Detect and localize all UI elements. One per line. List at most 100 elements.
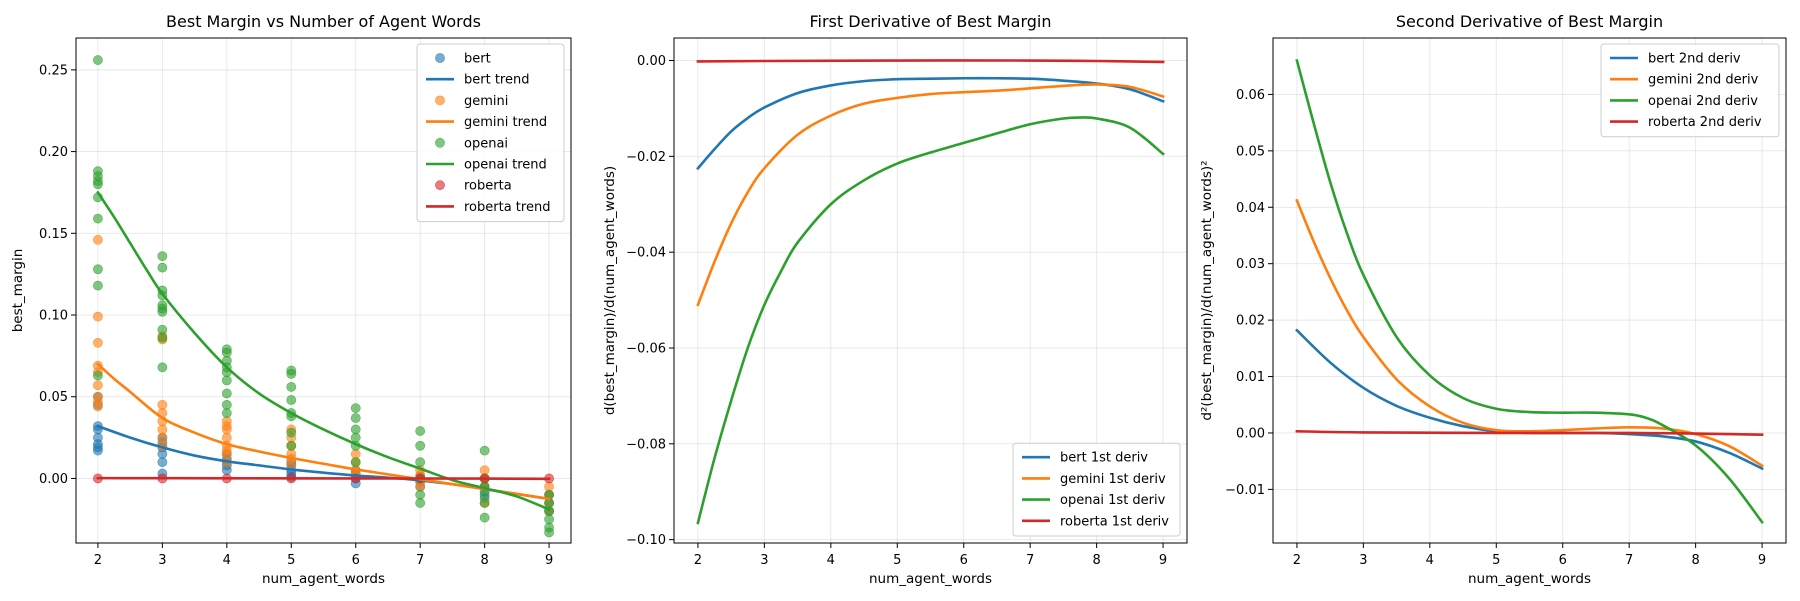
legend-label-3: roberta 2nd deriv [1648, 115, 1762, 130]
y-tick-label-4: 0.03 [1236, 257, 1265, 272]
point-openai-36 [286, 440, 297, 451]
y-tick-label-2: −0.04 [626, 246, 666, 261]
x-tick-label-7: 9 [545, 553, 553, 568]
point-openai-35 [286, 427, 297, 438]
point-openai-27 [221, 400, 232, 410]
point-gemini-31 [350, 449, 361, 459]
point-openai-42 [350, 457, 361, 468]
y-tick-label-1: 0.00 [1236, 426, 1265, 441]
point-openai-49 [479, 445, 490, 456]
y-tick-label-3: −0.06 [626, 341, 666, 356]
x-tick-label-1: 3 [760, 553, 768, 568]
y-axis-label: d(best_margin)/d(num_agent_words) [602, 166, 618, 415]
axes-frame [75, 37, 572, 544]
line-roberta-1st-deriv [696, 59, 1165, 64]
x-tick-label-4: 6 [352, 553, 360, 568]
x-tick-label-2: 4 [1426, 553, 1434, 568]
x-tick-label-3: 5 [1492, 553, 1500, 568]
legend-label-2: gemini [464, 94, 508, 109]
x-tick-label-4: 6 [960, 553, 968, 568]
y-tick-label-4: 0.20 [39, 145, 68, 160]
legend-label-3: gemini trend [464, 115, 547, 130]
y-tick-label-5: 0.25 [39, 63, 68, 78]
chart-title: First Derivative of Best Margin [809, 12, 1051, 31]
point-openai-54 [479, 512, 490, 523]
point-openai-10 [157, 251, 168, 262]
line-bert-1st-deriv [696, 76, 1165, 171]
y-tick-label-2: 0.01 [1236, 370, 1265, 385]
legend-box [1600, 43, 1780, 138]
legend-label-1: gemini 1st deriv [1060, 472, 1166, 487]
axes-frame [673, 37, 1188, 544]
point-openai-4 [93, 179, 103, 190]
legend-label-7: roberta trend [464, 200, 550, 215]
legend-box [1012, 442, 1181, 537]
line-roberta-2nd-deriv [1295, 429, 1764, 436]
legend-marker-2 [435, 95, 445, 106]
legend-label-2: openai 1st deriv [1060, 493, 1166, 508]
legend-label-2: openai 2nd deriv [1648, 94, 1758, 109]
legend-label-0: bert 2nd deriv [1648, 52, 1741, 67]
point-gemini-20 [221, 432, 232, 443]
point-gemini-11 [157, 400, 168, 410]
x-tick-label-0: 2 [94, 553, 102, 568]
legend-label-6: roberta [464, 179, 512, 194]
point-openai-18 [157, 332, 168, 343]
point-bert-5 [93, 445, 103, 456]
plot-area [1295, 58, 1764, 524]
legend: bert 2nd deriv gemini 2nd deriv openai 2nd… [1600, 43, 1780, 138]
point-openai-38 [350, 413, 361, 423]
x-tick-label-2: 4 [223, 553, 231, 568]
point-openai-39 [350, 424, 361, 435]
legend-label-3: roberta 1st deriv [1060, 514, 1169, 529]
point-openai-37 [350, 403, 361, 414]
point-gemini-5 [93, 380, 103, 391]
point-openai-40 [350, 432, 361, 443]
y-tick-label-2: 0.10 [39, 309, 68, 324]
point-gemini-23 [221, 449, 232, 459]
point-openai-32 [286, 395, 297, 405]
point-openai-6 [93, 213, 103, 224]
legend-label-0: bert 1st deriv [1060, 451, 1148, 466]
point-openai-31 [286, 382, 297, 392]
chart-1: 2 3 4 5 6 7 8 9 0.00 0.05 0.10 0.15 0.20 0.25 Best Mar… [10, 12, 572, 587]
chart-title: Second Derivative of Best Margin [1396, 12, 1663, 31]
plot-area [696, 59, 1165, 525]
point-openai-45 [415, 457, 426, 468]
y-tick-label-1: −0.02 [626, 150, 666, 165]
point-gemini-1 [93, 311, 103, 322]
line-roberta-trend [96, 476, 551, 481]
x-tick-label-3: 5 [287, 553, 295, 568]
x-tick-label-1: 3 [158, 553, 166, 568]
line-bert-2nd-deriv [1295, 328, 1764, 471]
legend-label-5: openai trend [464, 158, 547, 173]
point-openai-43 [415, 426, 426, 436]
x-tick-label-5: 7 [416, 553, 424, 568]
line-gemini-trend [96, 362, 551, 501]
x-tick-label-6: 8 [1691, 553, 1699, 568]
x-tick-label-0: 2 [1293, 553, 1301, 568]
y-tick-label-3: 0.15 [39, 227, 68, 242]
point-gemini-38 [415, 481, 426, 492]
point-openai-8 [93, 280, 103, 291]
point-gemini-8 [93, 401, 103, 412]
point-openai-26 [221, 388, 232, 399]
chart-2: 2 3 4 5 6 7 8 9 0.00 −0.02 −0.04 −0.06 −0.08 −0.10 Fir… [602, 12, 1188, 587]
point-bert-12 [157, 457, 168, 468]
y-tick-label-7: 0.06 [1236, 88, 1265, 103]
chart-3: 2 3 4 5 6 7 8 9 −0.01 0.00 0.01 0.02 0.03 0.04 0.05 0.0… [1199, 12, 1787, 587]
point-openai-44 [415, 440, 426, 451]
line-gemini-2nd-deriv [1295, 198, 1764, 468]
point-openai-30 [286, 368, 297, 379]
point-gemini-43 [544, 481, 554, 492]
point-openai-60 [544, 527, 554, 538]
point-openai-21 [221, 347, 232, 358]
point-gemini-0 [93, 234, 103, 245]
point-openai-19 [157, 362, 168, 373]
y-tick-label-1: 0.05 [39, 390, 68, 405]
y-tick-label-5: 0.04 [1236, 201, 1265, 216]
chart-title: Best Margin vs Number of Agent Words [166, 12, 481, 31]
y-tick-label-0: 0.00 [637, 54, 666, 69]
y-tick-label-5: −0.10 [626, 533, 666, 548]
